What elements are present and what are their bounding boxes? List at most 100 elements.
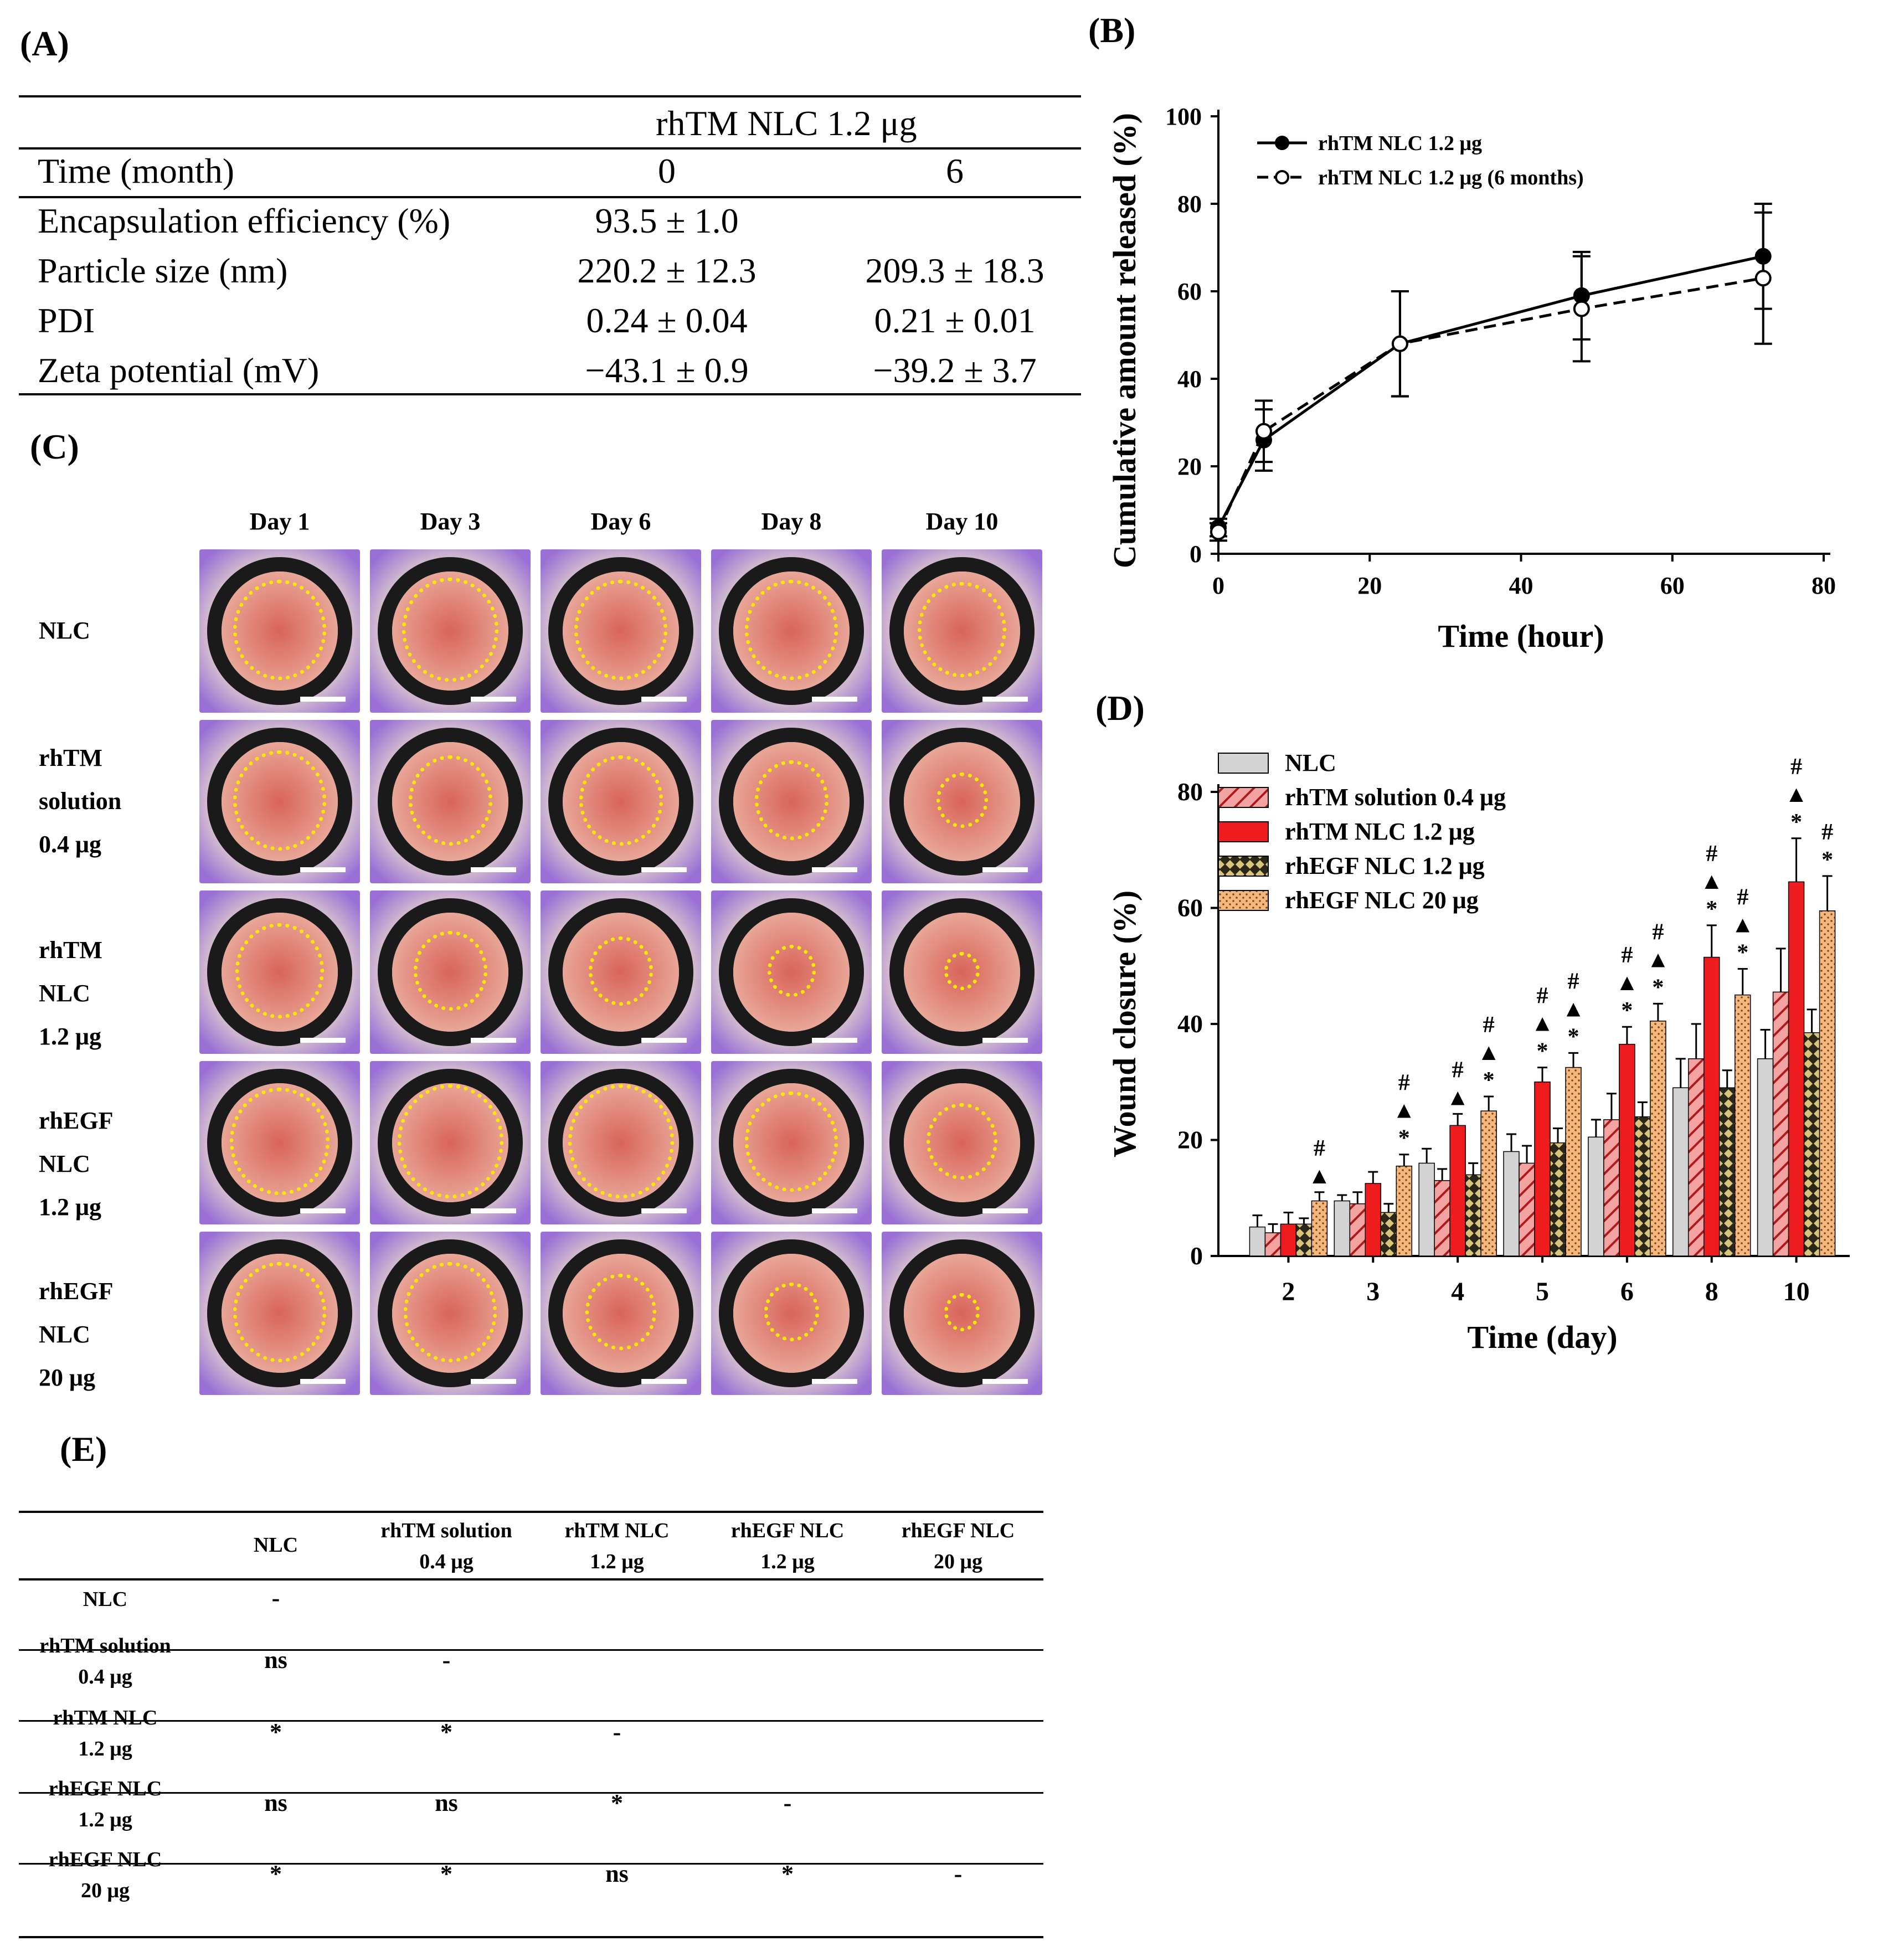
group-row-label-line: 20 μg — [39, 1364, 95, 1391]
wound-photo — [541, 720, 701, 883]
table-row-label-line: rhTM NLC — [53, 1706, 158, 1729]
scale-bar — [982, 697, 1028, 702]
wound-photo — [882, 549, 1042, 713]
y-tick-label: 80 — [1177, 778, 1203, 806]
significance-mark: ▲ — [1700, 869, 1723, 894]
x-tick-label: 10 — [1783, 1277, 1810, 1306]
significance-mark: ▲ — [1531, 1011, 1554, 1037]
x-tick-label: 4 — [1451, 1277, 1464, 1306]
group-row-label: NLC — [39, 609, 90, 652]
table-column-header-line: 1.2 μg — [760, 1550, 815, 1573]
wound-margin-outline — [755, 760, 829, 840]
wound-margin-outline — [233, 750, 326, 851]
table-cell: * — [440, 1718, 452, 1746]
table-rule — [19, 1720, 1043, 1722]
scale-bar — [812, 1038, 857, 1043]
table-row-label: Zeta potential (mV) — [38, 351, 320, 390]
group-row-label-line: 1.2 μg — [39, 1193, 101, 1221]
legend-swatch — [1218, 753, 1269, 774]
bar — [1418, 1162, 1435, 1257]
table-row-label: rhTM NLC 1.2 μg — [22, 1702, 188, 1764]
significance-mark: ▲ — [1785, 782, 1808, 807]
x-tick-label: 80 — [1812, 572, 1836, 599]
wound-photo — [882, 1061, 1042, 1224]
wound-margin-outline — [944, 1293, 980, 1331]
table-column-header-line: rhEGF NLC — [730, 1519, 845, 1542]
significance-mark: * — [1537, 1039, 1548, 1064]
bar — [1650, 1021, 1666, 1257]
table-row-label-line: rhTM solution — [39, 1634, 171, 1657]
bar — [1534, 1082, 1551, 1257]
scale-bar — [300, 867, 346, 872]
wound-margin-outline — [414, 931, 487, 1011]
wound-margin-outline — [944, 952, 980, 990]
table-rule — [19, 95, 1081, 97]
scale-bar — [641, 697, 687, 702]
wound-closure-chart: 0 20 40 60 80 2 3 4 5 6 8 10 Time (day) Wound closure… — [1107, 749, 1850, 1355]
table-cell: 93.5 ± 1.0 — [595, 201, 739, 240]
x-tick-label: 60 — [1660, 572, 1685, 599]
x-tick-label: 20 — [1357, 572, 1382, 599]
series-line — [1217, 276, 1764, 533]
table-row-label-line: 20 μg — [80, 1879, 130, 1902]
significance-mark: # — [1652, 919, 1664, 945]
group-row-label-line: 0.4 μg — [39, 831, 101, 858]
group-row-label: rhTM NLC 1.2 μg — [39, 929, 102, 1058]
scale-bar — [812, 1208, 857, 1213]
wound-margin-outline — [398, 1084, 503, 1198]
panel-label-c: (C) — [30, 427, 79, 466]
table-group-header: rhTM NLC 1.2 μg — [656, 104, 917, 143]
scale-bar — [641, 867, 687, 872]
table-rule — [19, 1936, 1043, 1938]
table-row-label-line: 1.2 μg — [78, 1808, 132, 1831]
y-axis-title: Wound closure (%) — [1107, 890, 1143, 1157]
wound-margin-outline — [918, 582, 1006, 677]
bar — [1718, 1087, 1736, 1257]
significance-mark: * — [1483, 1068, 1495, 1093]
table-column-header: NLC — [193, 1530, 359, 1561]
bar — [1550, 1142, 1566, 1257]
data-point — [1573, 300, 1590, 317]
table-column-header-line: rhTM NLC — [564, 1519, 670, 1542]
scale-bar — [641, 1379, 687, 1384]
significance-mark: * — [1568, 1024, 1579, 1049]
wound-margin-outline — [745, 580, 838, 680]
group-row-label-line: rhEGF NLC — [39, 1107, 112, 1177]
scale-bar — [982, 1208, 1028, 1213]
group-row-label: rhTM solution 0.4 μg — [39, 737, 121, 866]
table-cell: ns — [435, 1789, 458, 1816]
table-rule — [19, 1578, 1043, 1581]
wound-margin-outline — [574, 580, 667, 680]
legend-label: NLC — [1285, 749, 1336, 776]
wound-photo — [882, 720, 1042, 883]
scale-bar — [982, 1038, 1028, 1043]
bar — [1772, 991, 1789, 1257]
wound-margin-outline — [745, 1092, 838, 1192]
wound-photo — [541, 890, 701, 1054]
bar — [1449, 1125, 1466, 1257]
table-row-label: rhEGF NLC 1.2 μg — [22, 1773, 188, 1835]
table-column-header: rhEGF NLC 1.2 μg — [704, 1515, 871, 1577]
group-row-label-line: NLC — [39, 617, 90, 644]
table-row-label: rhTM solution 0.4 μg — [22, 1630, 188, 1692]
panel-label-d: (D) — [1095, 688, 1145, 728]
table-row-label: Encapsulation efficiency (%) — [38, 201, 451, 240]
group-row-label-line: solution — [39, 787, 122, 815]
legend-marker — [1275, 136, 1289, 150]
wound-margin-outline — [233, 580, 326, 680]
significance-mark: # — [1537, 984, 1548, 1009]
y-tick-label: 20 — [1177, 1126, 1203, 1154]
significance-mark: # — [1568, 969, 1579, 994]
x-tick-label: 0 — [1212, 572, 1224, 599]
bar — [1249, 1226, 1266, 1257]
y-tick-label: 60 — [1177, 278, 1202, 305]
bar — [1264, 1232, 1282, 1257]
table-row-label: NLC — [22, 1584, 188, 1615]
table-row-label-line: NLC — [83, 1588, 128, 1611]
wound-photo — [199, 1061, 360, 1224]
wound-photo — [370, 720, 531, 883]
group-row-label: rhEGF NLC 1.2 μg — [39, 1099, 112, 1229]
significance-mark: ▲ — [1731, 912, 1754, 938]
bar — [1396, 1165, 1413, 1257]
wound-photo — [882, 1232, 1042, 1395]
